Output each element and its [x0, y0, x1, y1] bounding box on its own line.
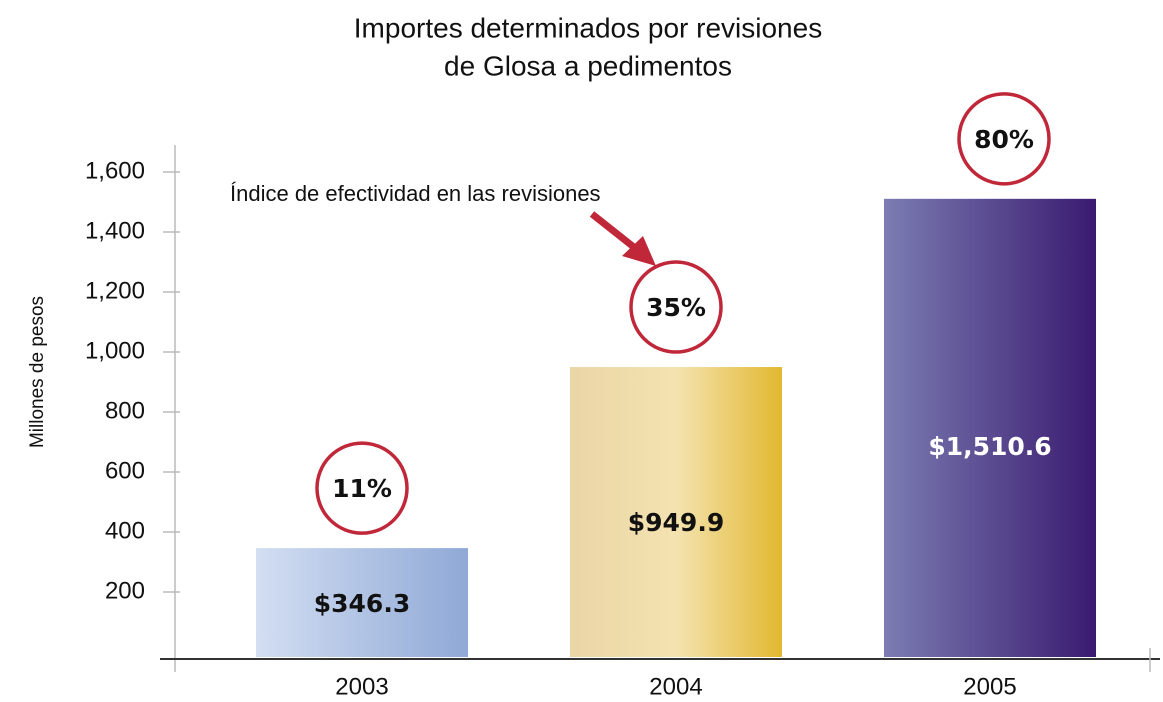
percent-circle [315, 441, 409, 535]
x-tick-label: 2003 [335, 673, 388, 700]
y-tick-label: 400 [105, 517, 145, 544]
chart-title: de Glosa a pedimentos [444, 50, 732, 81]
bar [884, 198, 1096, 657]
y-axis-label: Millones de pesos [27, 296, 48, 448]
chart-title: Importes determinados por revisiones [354, 12, 822, 43]
percent-circle [957, 92, 1051, 186]
value-label: $1,510.6 [928, 432, 1051, 461]
percent-label: 11% [332, 474, 392, 503]
annotation: Índice de efectividad en las revisiones [230, 181, 601, 206]
bar [570, 367, 782, 657]
y-tick-label: 1,400 [85, 217, 145, 244]
percent-label: 35% [646, 293, 706, 322]
y-tick-label: 1,200 [85, 277, 145, 304]
y-tick-label: 1,000 [85, 337, 145, 364]
value-label: $346.3 [314, 589, 410, 618]
x-tick-label: 2004 [649, 673, 702, 700]
y-tick-label: 800 [105, 397, 145, 424]
bar [256, 548, 468, 657]
percent-circle [629, 260, 723, 354]
value-label: $949.9 [628, 508, 724, 537]
y-tick-label: 200 [105, 577, 145, 604]
percent-label: 80% [974, 125, 1034, 154]
annotation-arrow [589, 211, 643, 255]
y-tick-label: 600 [105, 457, 145, 484]
y-tick-label: 1,600 [85, 157, 145, 184]
x-tick-label: 2005 [963, 673, 1016, 700]
arrow-head [622, 236, 656, 266]
